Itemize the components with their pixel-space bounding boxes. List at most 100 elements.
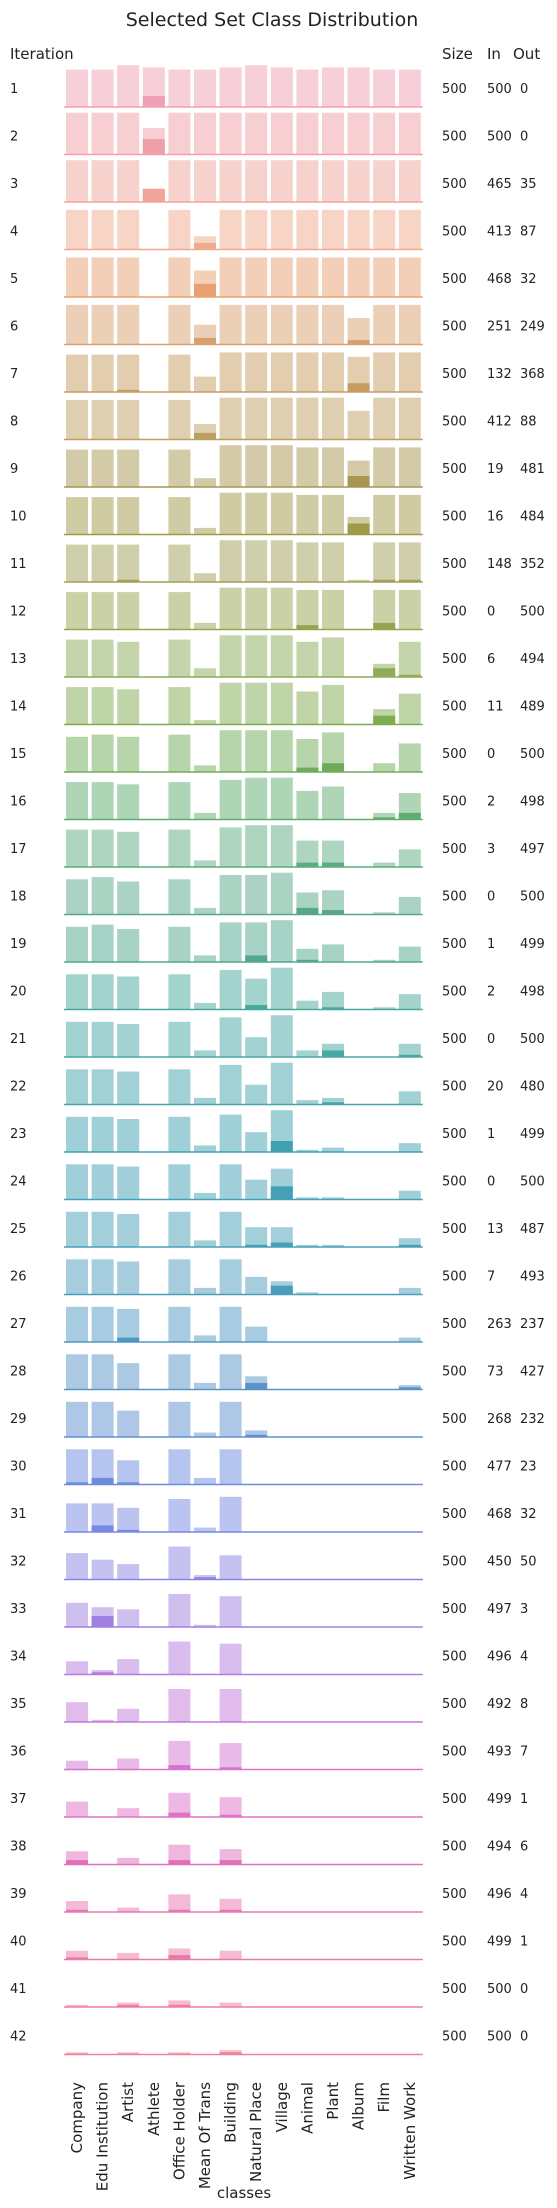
pool-bar (91, 687, 114, 725)
pool-bar (117, 304, 140, 345)
pool-bar (117, 1309, 140, 1342)
pool-bar (322, 397, 344, 440)
pool-bar (296, 739, 319, 772)
pool-bar (219, 112, 242, 155)
x-tick-label: Edu Institution (94, 2082, 112, 2191)
iteration-row: 38 500 494 6 (10, 1840, 528, 1866)
pool-bar (270, 257, 293, 297)
out-value: 499 (520, 937, 545, 952)
out-value: 493 (520, 1270, 545, 1285)
iteration-label: 11 (10, 557, 27, 572)
pool-bar (91, 974, 114, 1010)
pool-bar (91, 1116, 114, 1152)
out-value: 484 (520, 510, 545, 525)
pool-bar (66, 1702, 88, 1722)
pool-bar (398, 743, 421, 772)
pool-bar (66, 639, 88, 677)
pool-bar (322, 684, 344, 725)
pool-bar (245, 112, 268, 155)
pool-bar (398, 352, 421, 392)
iteration-row: 37 500 499 1 (10, 1792, 528, 1818)
selected-bar (296, 907, 319, 915)
pool-bar (296, 1149, 319, 1152)
pool-bar (245, 1430, 268, 1437)
pool-bar (398, 160, 421, 202)
pool-bar (194, 376, 216, 392)
selected-bar (398, 579, 421, 582)
selected-bar (117, 2004, 140, 2007)
x-tick-label: Animal (298, 2082, 316, 2134)
out-value: 0 (520, 82, 528, 97)
pool-bar (322, 1197, 344, 1200)
out-value: 500 (520, 1175, 545, 1190)
pool-bar (219, 635, 242, 677)
iteration-row: 16 500 2 498 (10, 777, 545, 821)
out-value: 50 (520, 1555, 537, 1570)
pool-bar (270, 397, 293, 440)
pool-bar (219, 922, 242, 962)
pool-bar (398, 946, 421, 962)
selected-bar (168, 1909, 191, 1912)
size-value: 500 (442, 177, 467, 192)
out-value: 4 (520, 1887, 528, 1902)
iteration-row: 32 500 450 50 (10, 1546, 537, 1581)
iteration-row: 18 500 0 500 (10, 872, 545, 916)
pool-bar (168, 592, 191, 630)
selected-bar (117, 1482, 140, 1485)
selected-bar (219, 1814, 242, 1817)
in-value: 492 (487, 1697, 512, 1712)
iteration-row: 5 500 468 32 (10, 257, 537, 298)
pool-bar (91, 1021, 114, 1057)
pool-bar (168, 209, 191, 250)
pool-bar (347, 112, 370, 155)
in-value: 251 (487, 320, 512, 335)
pool-bar (117, 1659, 140, 1675)
pool-bar (245, 492, 268, 535)
selected-bar (245, 1382, 268, 1390)
out-value: 23 (520, 1460, 537, 1475)
selected-bar (66, 1482, 88, 1485)
pool-bar (168, 734, 191, 772)
pool-bar (245, 825, 268, 867)
in-value: 0 (487, 1032, 495, 1047)
size-value: 500 (442, 272, 467, 287)
pool-bar (219, 682, 242, 725)
pool-bar (168, 1164, 191, 1200)
size-header: Size (442, 45, 473, 63)
pool-bar (194, 765, 216, 772)
out-value: 500 (520, 890, 545, 905)
in-header: In (487, 45, 501, 63)
iteration-row: 4 500 413 87 (10, 209, 537, 251)
out-value: 480 (520, 1080, 545, 1095)
pool-bar (194, 907, 216, 915)
pool-bar (117, 257, 140, 297)
iteration-row: 40 500 499 1 (10, 1935, 528, 1961)
pool-bar (117, 544, 140, 582)
iteration-label: 17 (10, 842, 27, 857)
pool-bar (398, 1238, 421, 1247)
iteration-row: 3 500 465 35 (10, 160, 537, 203)
in-value: 493 (487, 1745, 512, 1760)
pool-bar (296, 1050, 319, 1057)
size-value: 500 (442, 1887, 467, 1902)
selected-bar (398, 1244, 421, 1247)
iteration-label: 38 (10, 1840, 27, 1855)
iteration-label: 29 (10, 1412, 27, 1427)
pool-bar (245, 1084, 268, 1105)
out-value: 0 (520, 130, 528, 145)
pool-bar (296, 352, 319, 392)
pool-bar (398, 257, 421, 297)
out-value: 499 (520, 1127, 545, 1142)
pool-bar (398, 1091, 421, 1105)
pool-bar (322, 840, 344, 867)
selected-bar (322, 1050, 344, 1057)
iteration-row: 6 500 251 249 (10, 304, 545, 346)
iteration-label: 10 (10, 510, 27, 525)
out-value: 494 (520, 652, 545, 667)
size-value: 500 (442, 747, 467, 762)
pool-bar (398, 494, 421, 535)
size-value: 500 (442, 510, 467, 525)
pool-bar (91, 592, 114, 630)
pool-bar (66, 1306, 88, 1342)
in-value: 0 (487, 747, 495, 762)
